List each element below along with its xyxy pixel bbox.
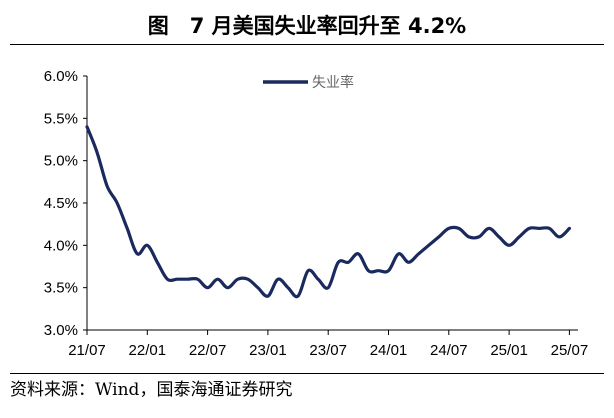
source-divider bbox=[10, 373, 604, 374]
y-tick-label: 6.0% bbox=[44, 68, 78, 85]
x-tick-label: 24/07 bbox=[430, 342, 468, 359]
x-tick-label: 25/07 bbox=[551, 342, 589, 359]
y-tick-label: 5.0% bbox=[44, 153, 78, 170]
x-tick-label: 24/01 bbox=[370, 342, 408, 359]
source-note: 资料来源：Wind，国泰海通证券研究 bbox=[10, 380, 293, 400]
y-tick-label: 3.0% bbox=[44, 322, 78, 339]
title-divider bbox=[10, 44, 604, 45]
axes bbox=[86, 76, 578, 331]
plot-area bbox=[85, 125, 571, 299]
series-line-unemployment-rate bbox=[85, 125, 571, 299]
x-tick-label: 23/01 bbox=[249, 342, 287, 359]
y-tick-label: 3.5% bbox=[44, 280, 78, 297]
x-axis-ticks: 21/07 22/01 22/07 23/01 23/07 24/01 24/07 25/01… bbox=[68, 330, 588, 359]
x-tick-label: 25/01 bbox=[490, 342, 528, 359]
legend: 失业率 bbox=[263, 74, 354, 91]
x-tick-label: 22/07 bbox=[189, 342, 227, 359]
y-tick-label: 5.5% bbox=[44, 110, 78, 127]
y-axis-ticks: 3.0% 3.5% 4.0% 4.5% 5.0% 5.5% 6.0% bbox=[44, 68, 87, 339]
x-tick-label: 21/07 bbox=[68, 342, 106, 359]
y-tick-label: 4.0% bbox=[44, 237, 78, 254]
legend-label: 失业率 bbox=[312, 74, 354, 91]
x-tick-label: 22/01 bbox=[129, 342, 167, 359]
chart-title: 图 7 月美国失业率回升至 4.2% bbox=[147, 14, 467, 38]
line-chart: 3.0%3.5%4.0%4.5%5.0%5.5%6.0% 21/07 22/01 2… bbox=[44, 68, 588, 359]
y-tick-label: 4.5% bbox=[44, 195, 78, 212]
x-tick-label: 23/07 bbox=[309, 342, 347, 359]
